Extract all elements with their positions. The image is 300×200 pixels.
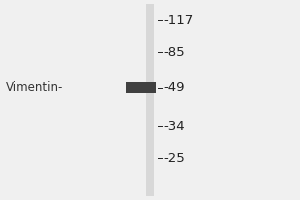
- Bar: [133, 82, 136, 93]
- Bar: [136, 82, 139, 93]
- Text: -34: -34: [164, 119, 185, 132]
- Text: -49: -49: [164, 81, 185, 94]
- Bar: [139, 82, 143, 93]
- Bar: [149, 82, 153, 93]
- Text: -25: -25: [164, 152, 185, 164]
- Bar: [126, 82, 129, 93]
- Bar: [146, 4, 154, 196]
- Text: Vimentin-: Vimentin-: [6, 81, 63, 94]
- Bar: [143, 82, 146, 93]
- Bar: [153, 82, 156, 93]
- Bar: [129, 82, 133, 93]
- Text: -85: -85: [164, 46, 185, 58]
- Bar: [146, 82, 149, 93]
- Bar: [126, 82, 156, 93]
- Text: -117: -117: [164, 14, 194, 26]
